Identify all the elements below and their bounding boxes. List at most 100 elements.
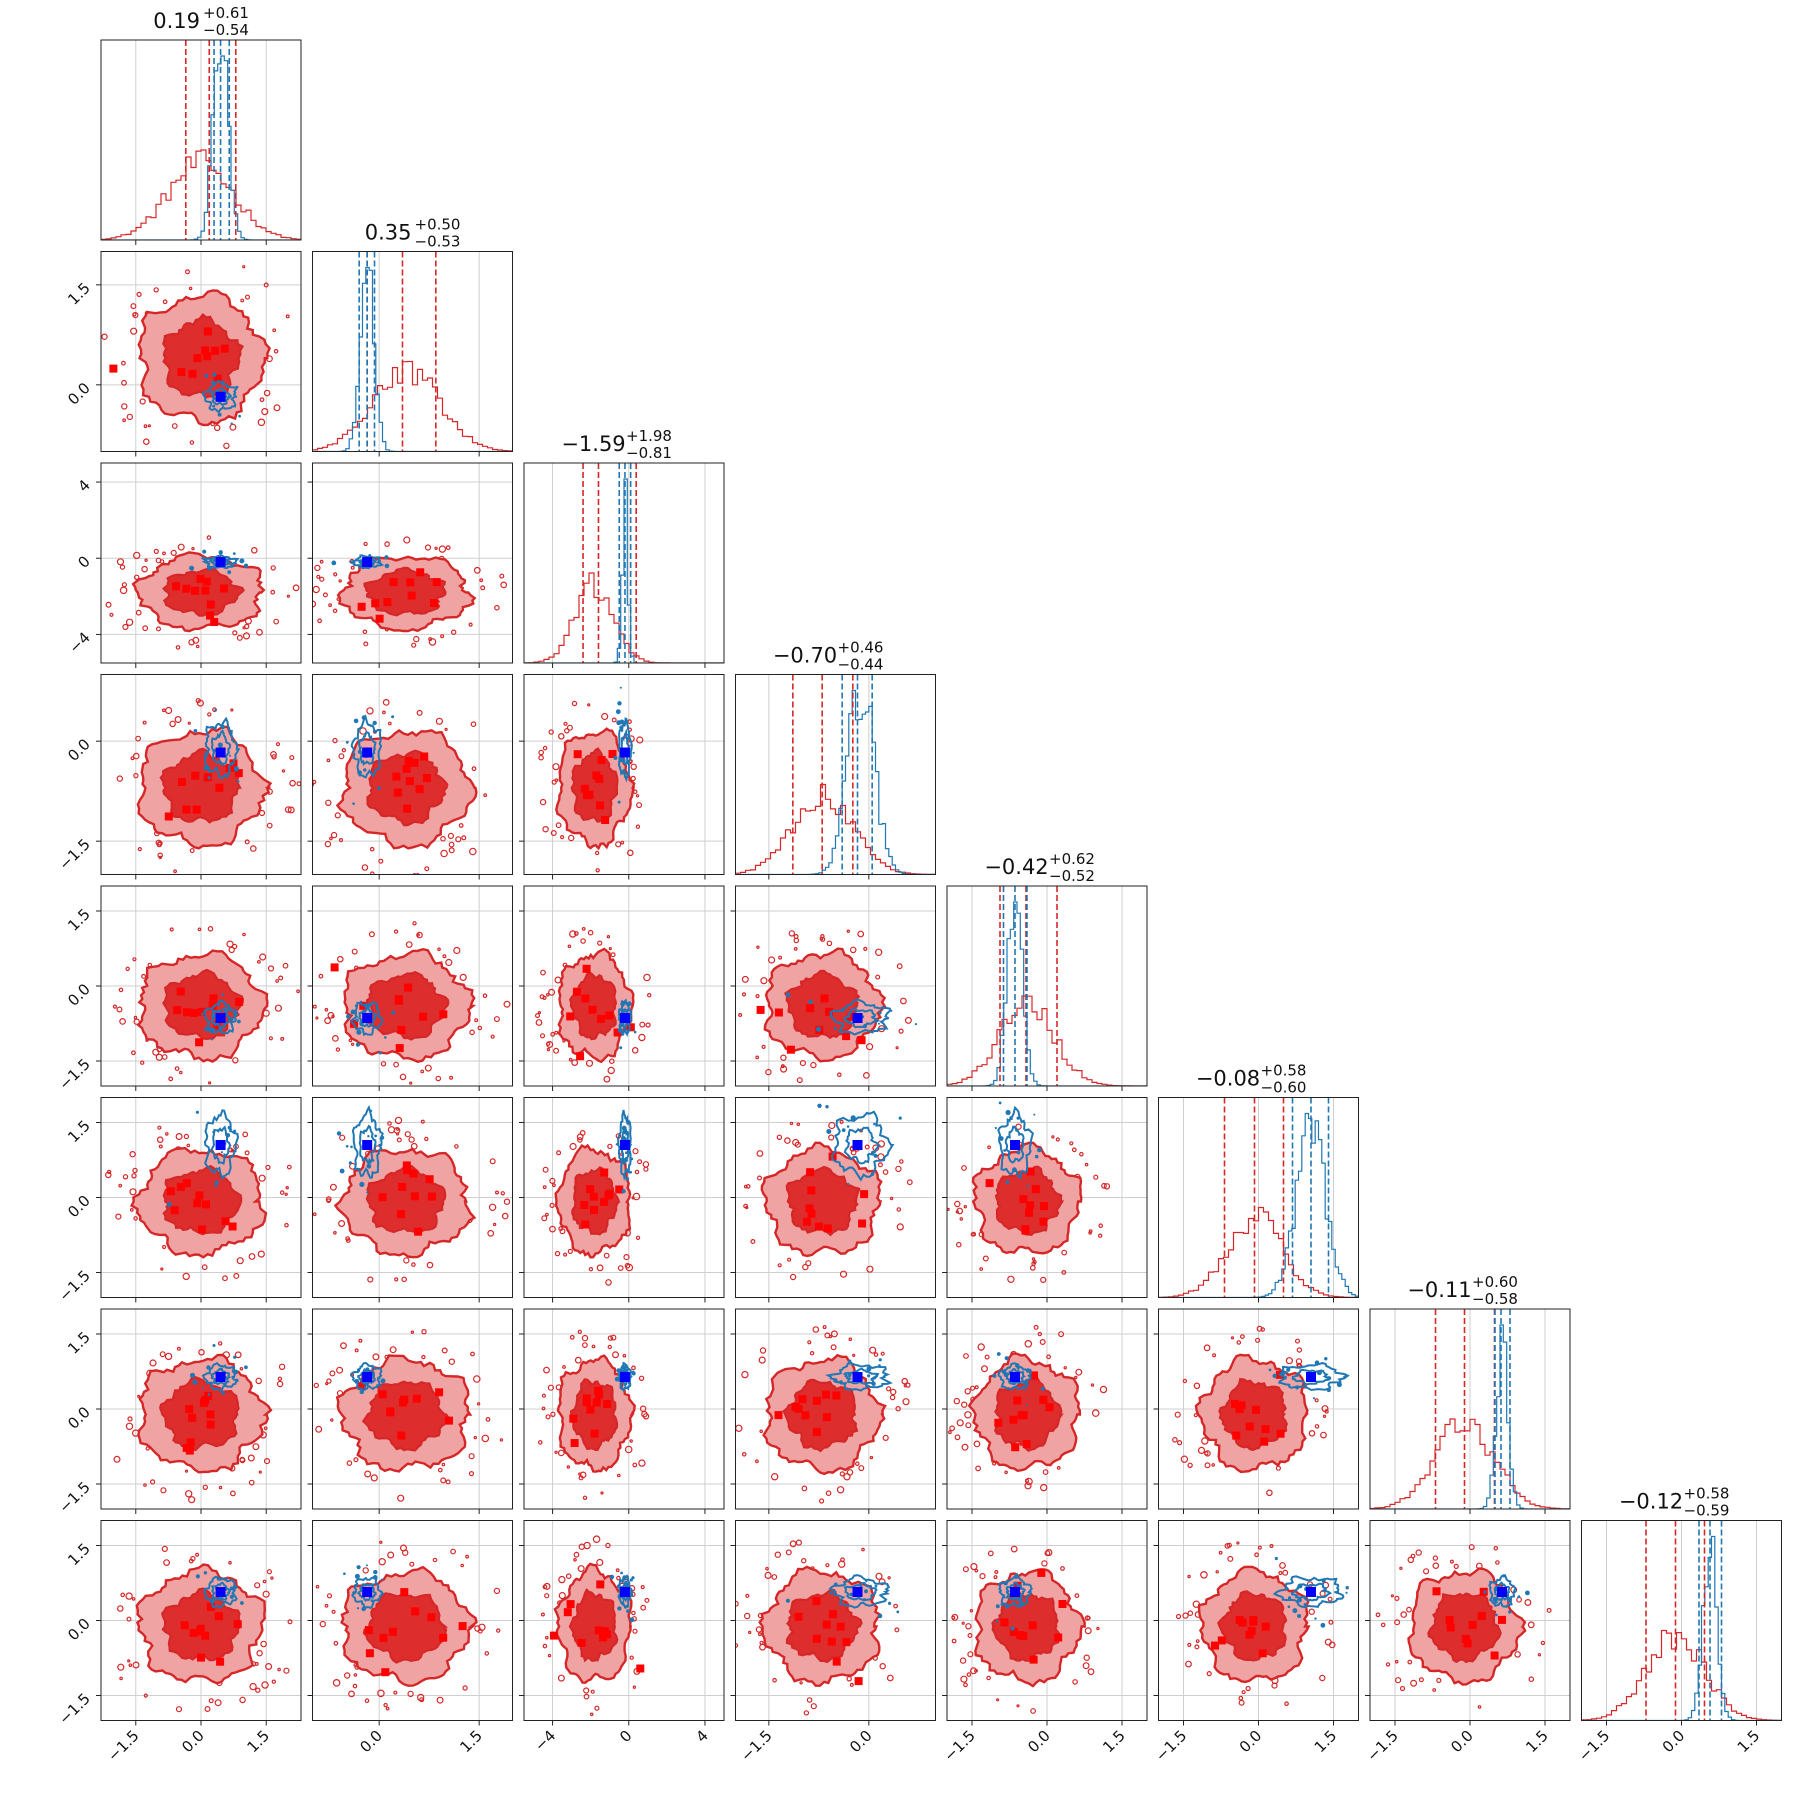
- red-outlier: [1042, 1469, 1049, 1475]
- red-outlier: [889, 1196, 894, 1201]
- blue-contour-inner: [357, 1368, 376, 1386]
- red-outlier: [549, 1177, 556, 1185]
- blue-outlier: [192, 1379, 198, 1385]
- red-sample-marker: [822, 1390, 830, 1399]
- red-outlier: [741, 975, 749, 983]
- red-outlier: [116, 775, 124, 782]
- red-outlier: [284, 1192, 288, 1197]
- red-outlier: [793, 937, 800, 944]
- red-sample-marker: [357, 602, 366, 611]
- red-outlier: [129, 1150, 136, 1158]
- red-outlier: [1295, 1358, 1303, 1365]
- red-outlier: [994, 1569, 999, 1574]
- red-outlier: [130, 303, 137, 310]
- red-sample-marker: [220, 344, 229, 353]
- red-outlier: [500, 581, 508, 589]
- x-tick-label: −1.5: [940, 1727, 978, 1765]
- title-minus: −0.81: [626, 444, 672, 462]
- red-outlier: [745, 1593, 750, 1598]
- red-sample-marker: [173, 1006, 182, 1015]
- red-outlier: [338, 579, 342, 583]
- red-outlier: [372, 1353, 380, 1361]
- red-sample-marker: [422, 774, 431, 783]
- panel-frame: [1581, 1520, 1782, 1721]
- red-outlier: [188, 286, 193, 291]
- blue-outlier: [214, 1180, 219, 1185]
- red-outlier: [1182, 1378, 1188, 1384]
- red-histogram: [1370, 1418, 1570, 1509]
- red-outlier: [444, 727, 448, 732]
- red-sample-marker: [1021, 1225, 1030, 1234]
- red-outlier: [624, 1262, 631, 1269]
- red-outlier: [296, 989, 301, 994]
- blue-outlier: [626, 1609, 630, 1613]
- red-outlier: [973, 1440, 981, 1448]
- blue-contour-inner: [1005, 1581, 1026, 1602]
- red-sample-marker: [589, 1192, 598, 1201]
- blue-outlier: [363, 1386, 366, 1389]
- red-outlier: [201, 1264, 208, 1271]
- blue-outlier: [878, 1011, 882, 1015]
- red-outlier: [214, 1699, 222, 1707]
- blue-contour-outer: [201, 1361, 238, 1392]
- blue-outlier: [1004, 1356, 1009, 1361]
- blue-contour-outer: [1488, 1574, 1518, 1609]
- red-outlier: [898, 1159, 904, 1164]
- red-outlier: [122, 1174, 129, 1180]
- x-tick-label: 0: [616, 1727, 635, 1746]
- red-sample-marker: [393, 788, 402, 797]
- red-sample-marker: [1031, 1185, 1040, 1194]
- red-outlier: [275, 979, 280, 983]
- panel-3-4: [730, 885, 936, 1091]
- red-outlier: [1308, 1430, 1316, 1437]
- red-outlier: [550, 1031, 556, 1037]
- red-outlier: [758, 1356, 766, 1364]
- red-outlier: [896, 963, 903, 970]
- red-sample-marker: [803, 1217, 811, 1226]
- red-outlier: [324, 1603, 329, 1608]
- red-outlier: [554, 1250, 561, 1257]
- red-outlier: [191, 546, 195, 551]
- red-outlier: [155, 557, 162, 564]
- truth-marker: [1010, 1372, 1020, 1382]
- blue-contour-inner: [1004, 1125, 1025, 1164]
- red-outlier: [277, 1376, 283, 1382]
- blue-outlier: [859, 1584, 863, 1588]
- red-outlier: [1256, 1325, 1263, 1332]
- red-sample-marker: [1028, 1621, 1037, 1630]
- truth-marker: [1010, 1587, 1020, 1597]
- red-outlier: [587, 929, 594, 936]
- red-outlier: [748, 1630, 752, 1635]
- title-minus: −0.54: [203, 21, 249, 39]
- blue-outlier: [877, 1613, 883, 1619]
- red-outlier: [548, 988, 556, 996]
- blue-contour-outer: [351, 1104, 384, 1179]
- red-outlier: [901, 1377, 909, 1385]
- red-outlier: [764, 1571, 772, 1580]
- red-outlier: [1245, 1685, 1251, 1692]
- red-outlier: [1215, 1570, 1219, 1574]
- red-outlier: [1211, 1463, 1216, 1467]
- red-outlier: [236, 634, 243, 641]
- red-sample-marker: [581, 994, 590, 1003]
- red-outlier: [632, 1685, 637, 1689]
- red-outlier: [1227, 1555, 1234, 1562]
- red-outlier: [627, 719, 632, 724]
- blue-contour-inner: [843, 1008, 880, 1029]
- red-outlier: [1187, 1574, 1191, 1579]
- red-outlier: [828, 1121, 836, 1130]
- red-outlier: [1074, 1593, 1080, 1599]
- red-outlier: [630, 775, 636, 782]
- blue-outlier: [896, 1610, 900, 1614]
- red-outlier: [482, 993, 488, 999]
- red-outlier: [812, 1326, 820, 1333]
- red-outlier: [319, 559, 324, 564]
- blue-outlier: [998, 1101, 1002, 1105]
- y-tick-label: 0.0: [64, 1192, 94, 1222]
- red-outlier: [257, 418, 266, 427]
- red-outlier: [348, 1038, 353, 1043]
- red-outlier: [964, 1388, 971, 1395]
- blue-outlier: [355, 1018, 359, 1023]
- red-outlier: [448, 847, 455, 854]
- red-outlier: [247, 1454, 255, 1462]
